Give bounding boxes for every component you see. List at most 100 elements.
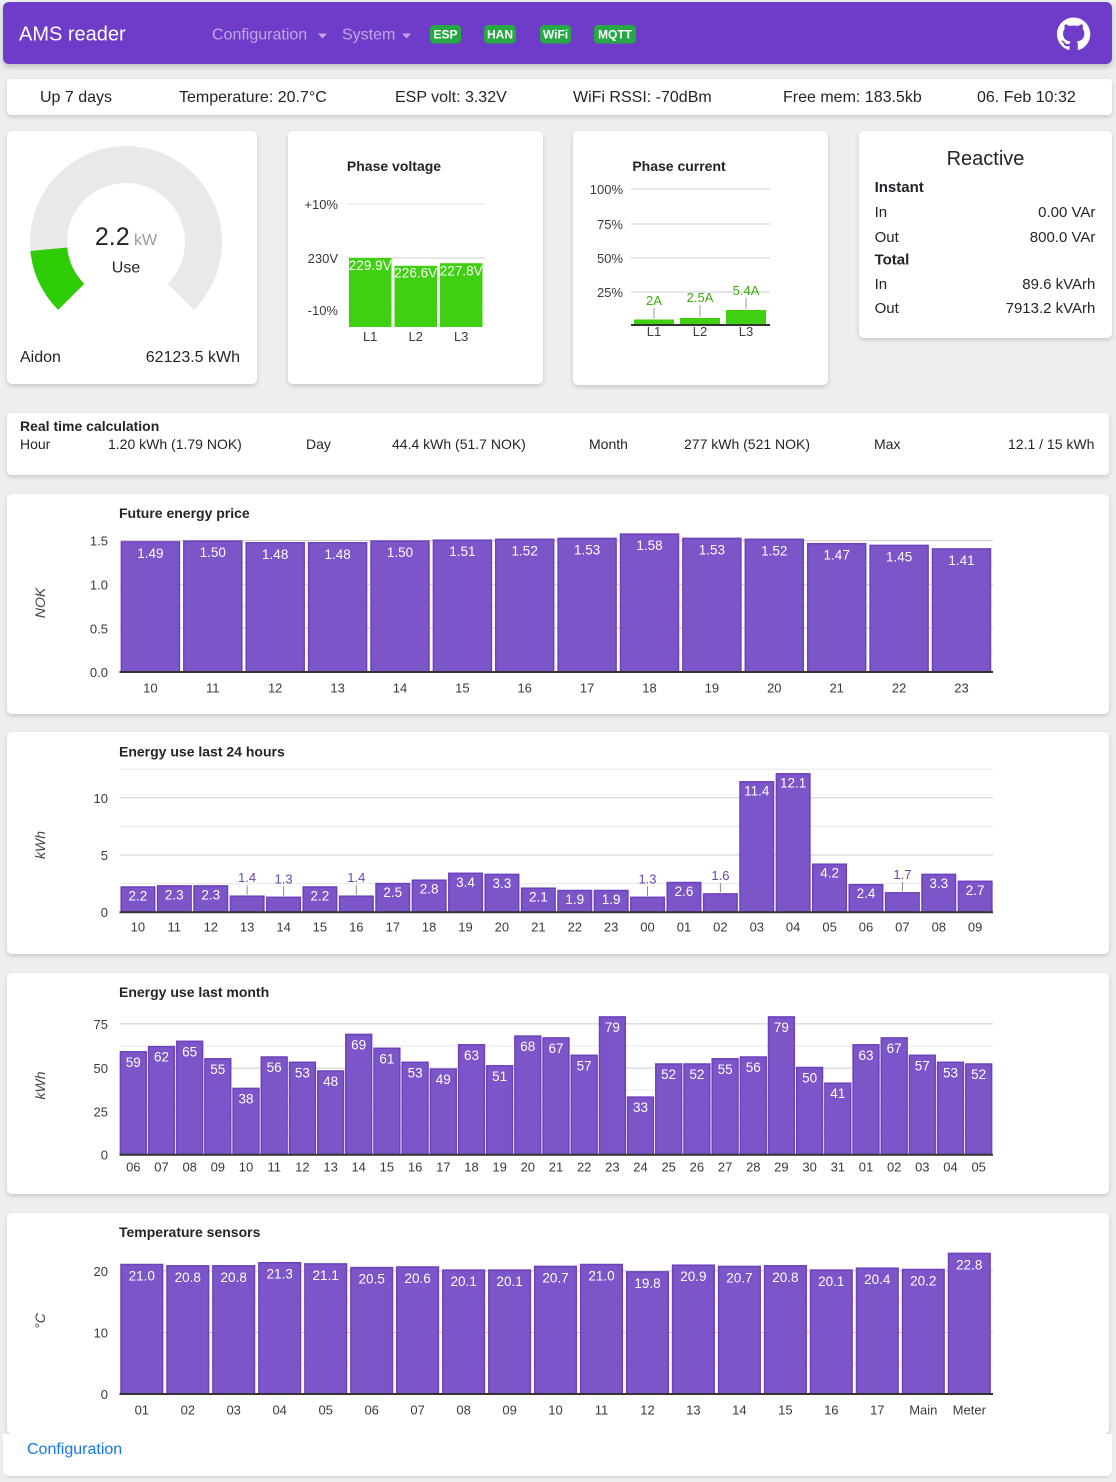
svg-text:51: 51: [492, 1068, 507, 1083]
svg-text:52: 52: [661, 1067, 676, 1082]
svg-text:20.1: 20.1: [496, 1274, 522, 1289]
svg-text:52: 52: [689, 1067, 704, 1082]
svg-text:23: 23: [954, 681, 968, 696]
svg-text:79: 79: [774, 1019, 789, 1034]
svg-text:L2: L2: [408, 329, 422, 344]
svg-text:ESP volt: 3.32V: ESP volt: 3.32V: [395, 89, 507, 106]
svg-text:Month: Month: [589, 436, 628, 452]
svg-text:1.49: 1.49: [137, 546, 163, 561]
svg-text:44.4 kWh (51.7 NOK): 44.4 kWh (51.7 NOK): [392, 436, 526, 452]
svg-text:17: 17: [436, 1159, 450, 1174]
svg-text:1.3: 1.3: [275, 871, 293, 886]
svg-text:1.53: 1.53: [699, 542, 725, 557]
svg-text:04: 04: [786, 920, 800, 935]
svg-text:57: 57: [577, 1058, 592, 1073]
svg-text:Aidon: Aidon: [20, 349, 61, 366]
svg-text:0: 0: [101, 905, 108, 920]
svg-text:20.8: 20.8: [772, 1270, 798, 1285]
svg-text:Configuration: Configuration: [212, 27, 307, 44]
svg-text:21.3: 21.3: [267, 1267, 293, 1282]
svg-text:1.9: 1.9: [565, 892, 584, 907]
svg-text:15: 15: [380, 1159, 394, 1174]
svg-text:15: 15: [313, 920, 327, 935]
svg-text:AMS reader: AMS reader: [19, 24, 126, 46]
svg-text:2.4: 2.4: [857, 886, 876, 901]
svg-text:2.3: 2.3: [165, 887, 184, 902]
svg-text:2.8: 2.8: [420, 882, 439, 897]
svg-text:20.2: 20.2: [910, 1274, 936, 1289]
svg-text:22.8: 22.8: [956, 1257, 982, 1272]
svg-text:Up 7 days: Up 7 days: [40, 89, 112, 106]
svg-text:NOK: NOK: [32, 587, 48, 618]
svg-text:21.0: 21.0: [588, 1269, 614, 1284]
svg-text:25: 25: [661, 1159, 675, 1174]
svg-text:1.3: 1.3: [638, 871, 656, 886]
svg-text:10: 10: [143, 681, 157, 696]
svg-text:Use: Use: [112, 260, 141, 277]
svg-text:28: 28: [746, 1159, 760, 1174]
svg-text:62123.5 kWh: 62123.5 kWh: [146, 349, 240, 366]
svg-text:Out: Out: [875, 300, 900, 317]
svg-text:L1: L1: [647, 324, 661, 339]
svg-text:16: 16: [408, 1159, 422, 1174]
svg-text:07: 07: [410, 1402, 424, 1417]
svg-text:21: 21: [829, 681, 843, 696]
svg-text:System: System: [342, 27, 395, 44]
svg-text:12: 12: [640, 1402, 654, 1417]
svg-text:Day: Day: [306, 436, 331, 452]
svg-text:02: 02: [181, 1402, 195, 1417]
svg-text:61: 61: [379, 1051, 394, 1066]
svg-text:53: 53: [295, 1065, 310, 1080]
svg-text:1.7: 1.7: [893, 867, 911, 882]
svg-text:12: 12: [204, 920, 218, 935]
svg-text:23: 23: [605, 1159, 619, 1174]
svg-text:1.9: 1.9: [602, 892, 621, 907]
svg-text:20.5: 20.5: [359, 1272, 385, 1287]
svg-text:20.7: 20.7: [542, 1270, 568, 1285]
svg-text:67: 67: [887, 1040, 902, 1055]
svg-text:25: 25: [94, 1104, 108, 1119]
svg-text:12: 12: [268, 681, 282, 696]
svg-text:18: 18: [464, 1159, 478, 1174]
svg-text:03: 03: [915, 1159, 929, 1174]
svg-text:63: 63: [858, 1047, 873, 1062]
svg-text:2.5A: 2.5A: [687, 290, 714, 305]
svg-text:20.6: 20.6: [404, 1271, 430, 1286]
svg-text:0.5: 0.5: [90, 621, 108, 636]
svg-text:WiFi RSSI: -70dBm: WiFi RSSI: -70dBm: [573, 89, 712, 106]
svg-text:11.4: 11.4: [744, 783, 770, 798]
svg-text:08: 08: [456, 1402, 470, 1417]
svg-text:17: 17: [386, 920, 400, 935]
svg-text:17: 17: [870, 1402, 884, 1417]
svg-text:10: 10: [131, 920, 145, 935]
svg-text:05: 05: [971, 1159, 985, 1174]
svg-text:20: 20: [521, 1159, 535, 1174]
svg-text:75%: 75%: [597, 217, 623, 232]
svg-text:kWh: kWh: [32, 1071, 48, 1099]
svg-text:1.6: 1.6: [711, 868, 729, 883]
svg-text:WiFi: WiFi: [543, 28, 568, 42]
svg-text:53: 53: [408, 1065, 423, 1080]
svg-text:MQTT: MQTT: [598, 28, 633, 42]
svg-text:In: In: [875, 276, 888, 293]
svg-text:Free mem: 183.5kb: Free mem: 183.5kb: [783, 89, 922, 106]
svg-text:1.4: 1.4: [238, 870, 256, 885]
svg-text:2.2: 2.2: [129, 889, 148, 904]
svg-text:11: 11: [267, 1159, 281, 1174]
svg-text:49: 49: [436, 1072, 451, 1087]
svg-text:08: 08: [932, 920, 946, 935]
svg-text:52: 52: [971, 1067, 986, 1082]
svg-text:+10%: +10%: [304, 197, 338, 212]
svg-text:14: 14: [276, 920, 290, 935]
svg-text:100%: 100%: [590, 182, 624, 197]
svg-text:14: 14: [351, 1159, 365, 1174]
svg-text:03: 03: [750, 920, 764, 935]
svg-text:08: 08: [182, 1159, 196, 1174]
svg-text:06: 06: [364, 1402, 378, 1417]
svg-text:1.48: 1.48: [262, 547, 288, 562]
svg-text:09: 09: [502, 1402, 516, 1417]
svg-text:62: 62: [154, 1049, 169, 1064]
svg-text:04: 04: [943, 1159, 957, 1174]
svg-text:20.1: 20.1: [450, 1274, 476, 1289]
svg-text:Meter: Meter: [953, 1402, 987, 1417]
